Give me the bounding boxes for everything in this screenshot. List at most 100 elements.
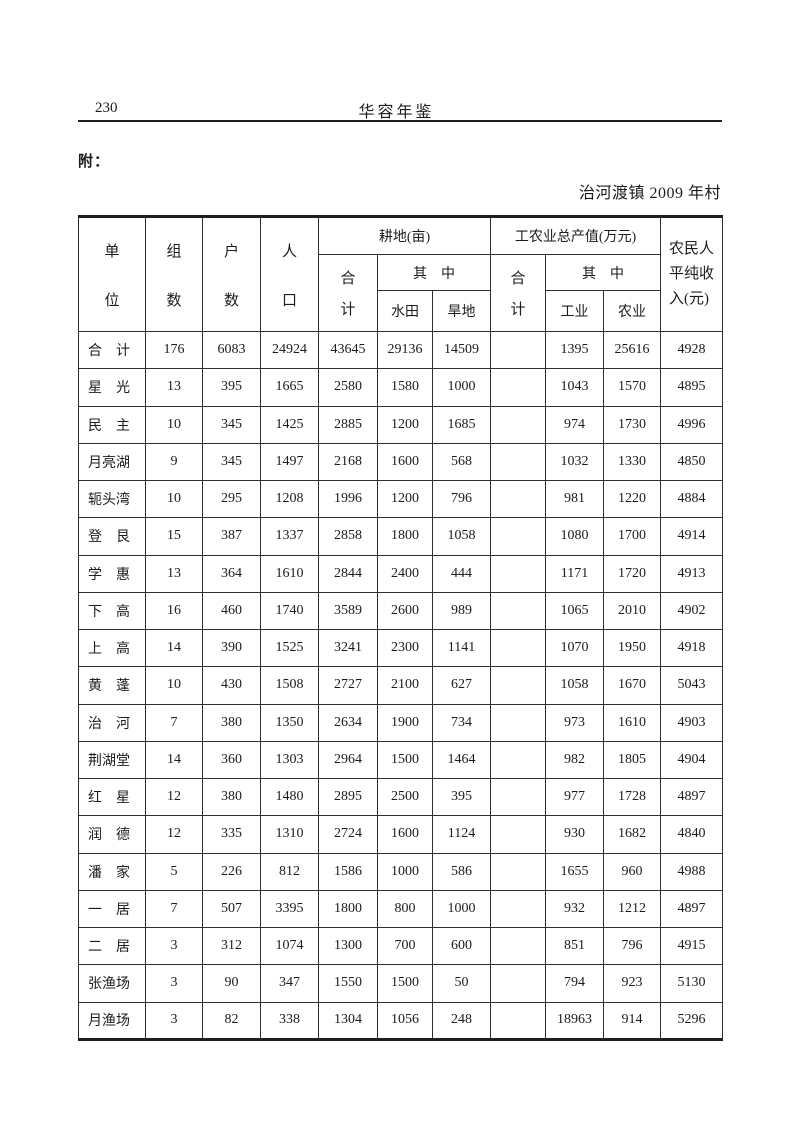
population-char-top: 人 <box>281 243 297 260</box>
land-total-cell: 2168 <box>318 442 378 482</box>
output-total-cell <box>490 666 547 705</box>
industry-cell: 18963 <box>545 1001 605 1040</box>
village-name-cell: 星 光 <box>78 368 146 407</box>
unit-char-top: 单 <box>104 243 120 260</box>
group-count-cell: 3 <box>145 926 203 966</box>
household-count-cell: 6083 <box>202 330 261 370</box>
population-cell: 1425 <box>260 405 319 444</box>
group-count-cell: 14 <box>145 740 203 780</box>
land-total-cell: 2885 <box>318 405 378 444</box>
agriculture-cell: 1700 <box>603 517 662 556</box>
income-line-3: 入(元) <box>669 291 710 307</box>
col-header-output-value: 工农业总产值(万元) <box>490 216 662 255</box>
col-header-output-among: 其 中 <box>545 254 662 291</box>
output-total-char-top: 合 <box>510 271 526 287</box>
industry-cell: 932 <box>545 889 605 929</box>
village-name-cell: 荆湖堂 <box>78 740 146 780</box>
dry-land-cell: 600 <box>431 926 492 966</box>
table-row: 一 居 7 507 3395 1800 800 1000 932 1212 48… <box>78 889 724 929</box>
dry-land-cell: 568 <box>431 442 492 482</box>
col-header-population: 人 口 <box>260 216 319 332</box>
farmer-income-cell: 5296 <box>660 1001 724 1040</box>
land-total-cell: 2858 <box>318 517 378 556</box>
agriculture-cell: 1805 <box>603 740 662 780</box>
agriculture-cell: 960 <box>603 852 662 891</box>
table-row: 星 光 13 395 1665 2580 1580 1000 1043 1570… <box>78 368 724 407</box>
village-name-cell: 轭头湾 <box>78 479 146 519</box>
unit-char-bottom: 位 <box>104 292 120 309</box>
dry-land-cell: 586 <box>431 852 492 891</box>
industry-cell: 981 <box>545 479 605 519</box>
village-name-cell: 一 居 <box>78 889 146 929</box>
land-total-cell: 1586 <box>318 852 378 891</box>
group-count-cell: 14 <box>145 628 203 668</box>
table-header: 单 位 组 数 户 数 <box>78 216 724 332</box>
village-name-cell: 月亮湖 <box>78 442 146 482</box>
land-total-cell: 1550 <box>318 964 378 1003</box>
paddy-field-cell: 1580 <box>377 368 433 407</box>
land-total-cell: 2634 <box>318 703 378 742</box>
agriculture-cell: 796 <box>603 926 662 966</box>
population-cell: 1665 <box>260 368 319 407</box>
output-total-cell <box>490 815 547 854</box>
group-count-cell: 7 <box>145 703 203 742</box>
industry-cell: 930 <box>545 815 605 854</box>
paddy-field-cell: 1900 <box>377 703 433 742</box>
agriculture-cell: 1670 <box>603 666 662 705</box>
village-name-cell: 治 河 <box>78 703 146 742</box>
paddy-field-cell: 2100 <box>377 666 433 705</box>
col-header-farmer-income: 农民人 平纯收 入(元) <box>660 216 724 332</box>
land-total-cell: 3241 <box>318 628 378 668</box>
output-total-cell <box>490 740 547 780</box>
farmer-income-cell: 4840 <box>660 815 724 854</box>
table-row: 荆湖堂 14 360 1303 2964 1500 1464 982 1805 … <box>78 740 724 780</box>
land-total-cell: 2727 <box>318 666 378 705</box>
population-cell: 1497 <box>260 442 319 482</box>
farmer-income-cell: 4897 <box>660 889 724 929</box>
table-row: 张渔场 3 90 347 1550 1500 50 794 923 5130 <box>78 964 724 1003</box>
col-header-output-total: 合 计 <box>490 254 547 332</box>
table-row: 潘 家 5 226 812 1586 1000 586 1655 960 498… <box>78 852 724 891</box>
dry-land-cell: 50 <box>431 964 492 1003</box>
household-count-cell: 395 <box>202 368 261 407</box>
table-row: 登 艮 15 387 1337 2858 1800 1058 1080 1700… <box>78 517 724 556</box>
industry-cell: 1171 <box>545 554 605 593</box>
household-count-cell: 460 <box>202 591 261 631</box>
population-cell: 1310 <box>260 815 319 854</box>
group-count-cell: 3 <box>145 1001 203 1040</box>
population-cell: 1350 <box>260 703 319 742</box>
table-row: 民 主 10 345 1425 2885 1200 1685 974 1730 … <box>78 405 724 444</box>
farmer-income-cell: 4884 <box>660 479 724 519</box>
village-name-cell: 黄 蓬 <box>78 666 146 705</box>
paddy-field-cell: 2500 <box>377 777 433 817</box>
farmer-income-cell: 4850 <box>660 442 724 482</box>
paddy-field-cell: 700 <box>377 926 433 966</box>
industry-cell: 977 <box>545 777 605 817</box>
population-cell: 1480 <box>260 777 319 817</box>
land-total-cell: 43645 <box>318 330 378 370</box>
agriculture-cell: 1728 <box>603 777 662 817</box>
household-count-cell: 360 <box>202 740 261 780</box>
farmer-income-cell: 4915 <box>660 926 724 966</box>
agriculture-cell: 1570 <box>603 368 662 407</box>
paddy-field-cell: 2400 <box>377 554 433 593</box>
agriculture-cell: 1682 <box>603 815 662 854</box>
group-count-cell: 13 <box>145 368 203 407</box>
household-count-cell: 345 <box>202 442 261 482</box>
table-row: 二 居 3 312 1074 1300 700 600 851 796 4915 <box>78 926 724 966</box>
industry-cell: 1058 <box>545 666 605 705</box>
land-total-cell: 2844 <box>318 554 378 593</box>
household-count-cell: 507 <box>202 889 261 929</box>
industry-cell: 1395 <box>545 330 605 370</box>
agriculture-cell: 25616 <box>603 330 662 370</box>
table-row: 黄 蓬 10 430 1508 2727 2100 627 1058 1670 … <box>78 666 724 705</box>
population-char-bottom: 口 <box>281 292 297 309</box>
header-rule <box>78 120 722 122</box>
book-title: 华容年鉴 <box>358 104 435 121</box>
population-cell: 347 <box>260 964 319 1003</box>
farmer-income-cell: 4996 <box>660 405 724 444</box>
population-cell: 1208 <box>260 479 319 519</box>
output-total-cell <box>490 889 547 929</box>
group-count-cell: 9 <box>145 442 203 482</box>
population-cell: 3395 <box>260 889 319 929</box>
